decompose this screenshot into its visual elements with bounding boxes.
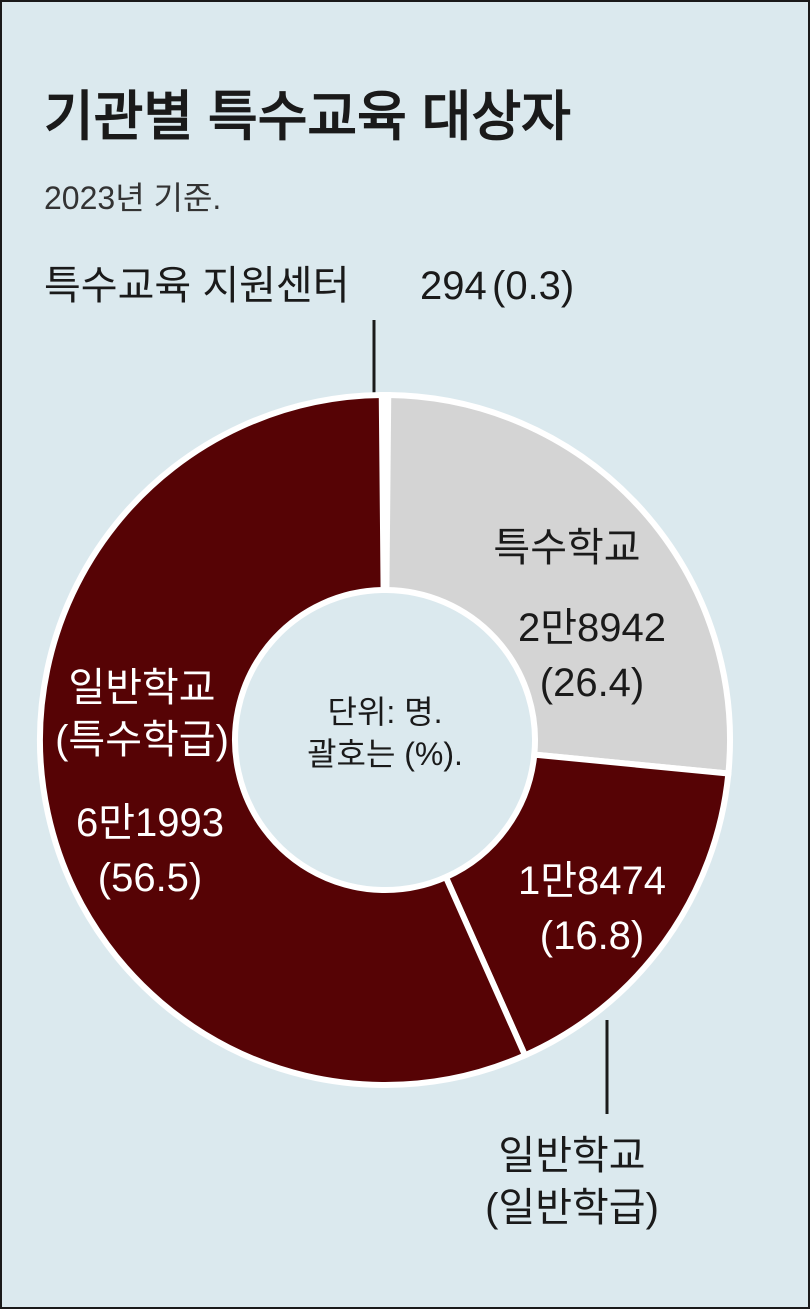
value-label: 2만8942: [517, 606, 667, 650]
subtitle: 2023년 기준.: [44, 180, 222, 216]
percent-label: (16.8): [539, 914, 645, 958]
value-label: 6만1993: [75, 801, 225, 845]
percent-label: (56.5): [97, 856, 203, 900]
slice: [383, 391, 733, 777]
slice: [37, 391, 529, 1088]
category-label: 특수교육 지원센터: [44, 264, 350, 308]
value-label: 294: [420, 264, 487, 308]
percent-label: (0.3): [492, 264, 575, 308]
category-label: 일반학교 (일반학급): [485, 1134, 659, 1230]
percent-label: (26.4): [539, 661, 645, 705]
value-label: 1만8474: [517, 859, 667, 903]
unit-note: 단위: 명. 괄호는 (%).: [307, 694, 463, 772]
category-label: 일반학교 (특수학급): [55, 666, 229, 762]
category-label: 특수학교: [493, 526, 641, 570]
slice: [441, 751, 732, 1060]
chart-title: 기관별 특수교육 대상자: [44, 87, 571, 147]
